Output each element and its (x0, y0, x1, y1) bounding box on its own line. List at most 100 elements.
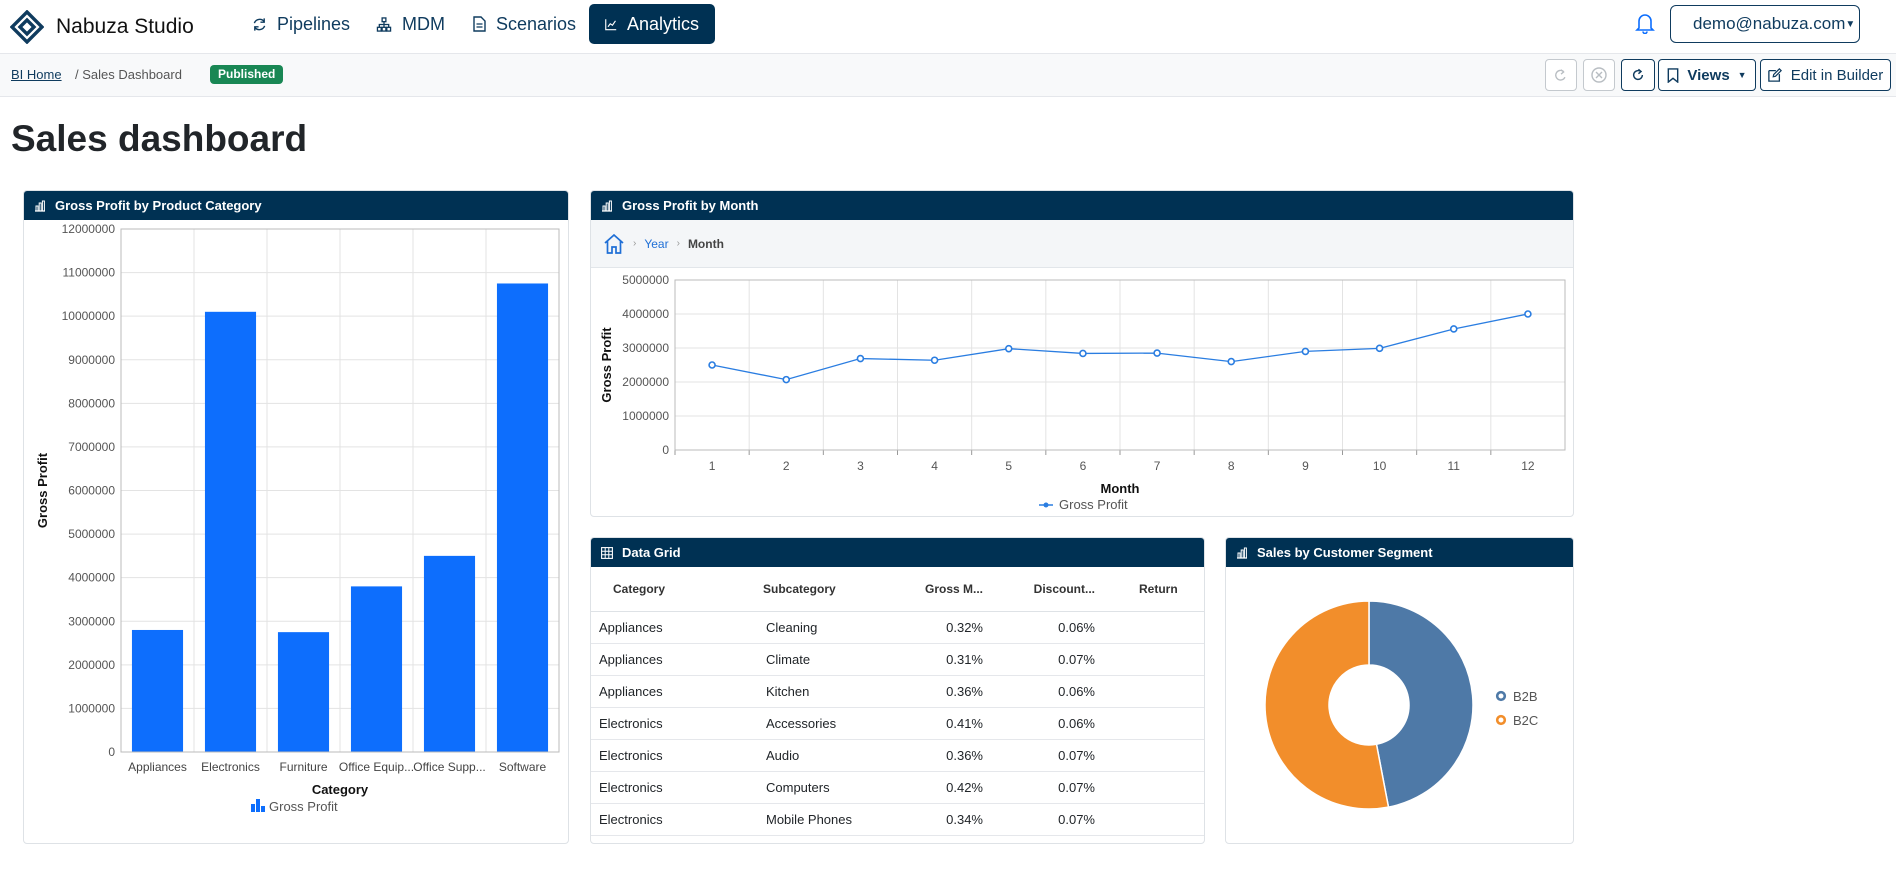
pie-chart-card: Sales by Customer Segment B2B B2C (1225, 537, 1574, 844)
cell-subcategory: Computers (746, 771, 891, 804)
y-tick-label: 7000000 (68, 440, 115, 454)
table-row[interactable]: Electronics Accessories 0.41% 0.06% (591, 707, 1204, 740)
user-email: demo@nabuza.com (1693, 14, 1846, 33)
cancel-button[interactable] (1583, 59, 1615, 91)
edit-in-builder-button[interactable]: Edit in Builder (1760, 59, 1891, 91)
column-header-subcategory[interactable]: Subcategory (746, 567, 891, 612)
cell-category: Electronics (591, 803, 746, 836)
caret-down-icon: ▼ (1737, 70, 1747, 80)
data-point (1227, 357, 1236, 366)
nav-analytics[interactable]: Analytics (589, 4, 715, 44)
bar-chart-card: Gross Profit by Product Category 0 100000… (23, 190, 569, 844)
cell-discount: 0.06% (1001, 707, 1121, 740)
data-point (782, 375, 791, 384)
data-point (856, 354, 865, 363)
table-row[interactable]: Electronics Computers 0.42% 0.07% (591, 771, 1204, 804)
caret-down-icon: ▼ (1845, 18, 1856, 30)
home-icon[interactable] (603, 233, 625, 255)
table-row[interactable]: Appliances Kitchen 0.36% 0.06% (591, 675, 1204, 708)
column-header-category[interactable]: Category (591, 567, 746, 612)
bar-chart-icon (35, 200, 45, 212)
pie-slice (1264, 600, 1390, 810)
nav-mdm-label: MDM (402, 13, 445, 34)
card-header: Gross Profit by Product Category (24, 191, 568, 220)
pie-chart[interactable]: B2B B2C (1226, 567, 1573, 843)
x-tick-label: Office Equip... (339, 760, 414, 774)
x-tick-label: 6 (1080, 459, 1087, 473)
cell-category: Appliances (591, 611, 746, 644)
table-row[interactable]: Electronics Audio 0.36% 0.07% (591, 739, 1204, 772)
cell-subcategory: Mobile Phones (746, 803, 891, 836)
y-tick-label: 11000000 (63, 266, 116, 280)
cell-return (1121, 675, 1204, 708)
x-tick-label: Appliances (128, 760, 187, 774)
refresh-button[interactable] (1621, 59, 1655, 91)
legend: Gross Profit (1039, 497, 1128, 512)
nav-pipelines[interactable]: Pipelines (236, 4, 366, 44)
cell-return (1121, 643, 1204, 676)
bell-icon (1635, 14, 1655, 35)
refresh-icon (253, 17, 266, 31)
brand[interactable]: Nabuza Studio (10, 8, 194, 46)
bar (277, 632, 330, 752)
y-tick-label: 5000000 (622, 273, 669, 287)
card-title: Data Grid (622, 545, 681, 560)
drill-year-link[interactable]: Year (644, 236, 669, 251)
breadcrumb-home-link[interactable]: BI Home (11, 67, 62, 82)
chevron-right-icon: › (633, 238, 637, 249)
data-point (1301, 347, 1310, 356)
x-axis-title: Category (312, 782, 369, 797)
cell-return (1121, 771, 1204, 804)
user-menu-button[interactable]: demo@nabuza.com ▼ (1670, 5, 1860, 43)
table-row[interactable]: Appliances Climate 0.31% 0.07% (591, 643, 1204, 676)
x-axis-title: Month (1101, 481, 1140, 496)
legend-swatch (256, 799, 260, 812)
y-tick-label: 2000000 (622, 375, 669, 389)
undo-button[interactable] (1545, 59, 1577, 91)
hierarchy-icon (376, 16, 392, 32)
x-tick-label: 10 (1373, 459, 1387, 473)
column-header-discount[interactable]: Discount... (1001, 567, 1121, 612)
card-title: Sales by Customer Segment (1257, 545, 1433, 560)
y-tick-label: 12000000 (62, 222, 116, 236)
notifications-button[interactable] (1635, 12, 1655, 39)
legend: Gross Profit (251, 799, 338, 814)
column-header-gross-margin[interactable]: Gross M... (891, 567, 1001, 612)
nav-mdm[interactable]: MDM (360, 4, 461, 44)
bar-chart-icon (602, 200, 612, 212)
x-tick-label: Office Supp... (413, 760, 486, 774)
legend-marker (1495, 690, 1507, 702)
card-header: Gross Profit by Month (591, 191, 1573, 220)
nav-scenarios[interactable]: Scenarios (457, 4, 592, 44)
legend-swatch (251, 804, 255, 812)
cell-return (1121, 739, 1204, 772)
cell-gross-margin: 0.36% (891, 675, 1001, 708)
x-tick-label: 2 (783, 459, 790, 473)
table-row[interactable]: Appliances Cleaning 0.32% 0.06% (591, 611, 1204, 644)
bar-chart-icon (1237, 547, 1247, 559)
bar (496, 283, 549, 752)
bar-chart[interactable]: 0 1000000 2000000 3000000 4000000 5000000 6000… (24, 220, 568, 844)
x-tick-label: Software (499, 760, 547, 774)
y-tick-label: 10000000 (62, 309, 116, 323)
cell-subcategory: Climate (746, 643, 891, 676)
refresh-icon (1632, 68, 1644, 81)
line-chart-card: Gross Profit by Month › Year › Month 0 10… (590, 190, 1574, 517)
data-point (708, 361, 716, 369)
x-tick-label: 4 (931, 459, 938, 473)
document-icon (473, 16, 486, 32)
cell-discount: 0.06% (1001, 611, 1121, 644)
y-tick-label: 1000000 (622, 409, 669, 423)
y-tick-label: 5000000 (68, 527, 115, 541)
x-tick-label: 1 (709, 459, 716, 473)
card-title: Gross Profit by Month (622, 198, 759, 213)
y-tick-label: 6000000 (68, 484, 115, 498)
cell-subcategory: Accessories (746, 707, 891, 740)
legend-swatch (261, 806, 265, 812)
views-dropdown[interactable]: Views ▼ (1658, 59, 1756, 91)
table-row[interactable]: Electronics Mobile Phones 0.34% 0.07% (591, 803, 1204, 836)
column-header-return[interactable]: Return (1121, 567, 1204, 612)
cell-discount: 0.06% (1001, 675, 1121, 708)
data-point (1079, 349, 1087, 358)
